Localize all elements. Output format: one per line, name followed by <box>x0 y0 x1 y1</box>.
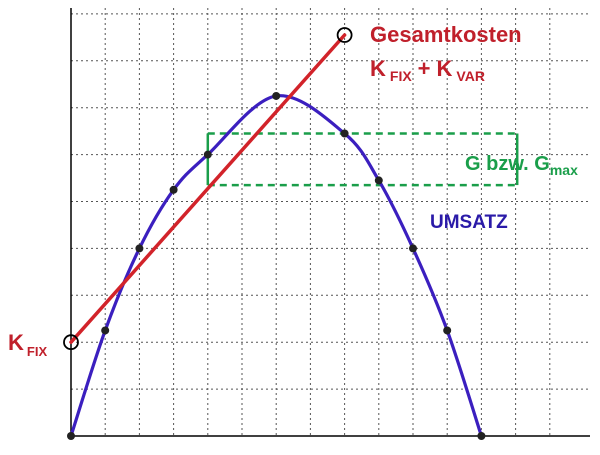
profit-label: G bzw. Gmax <box>465 153 578 178</box>
profit-box <box>206 132 519 187</box>
revenue-point <box>67 432 75 440</box>
revenue-point <box>135 244 144 253</box>
kfix-sub: FIX <box>27 344 48 359</box>
cost-title: Gesamtkosten <box>370 22 522 47</box>
axes <box>70 8 590 437</box>
revenue-point <box>272 91 281 100</box>
revenue-point <box>340 129 349 138</box>
revenue-point <box>203 150 212 159</box>
revenue-point <box>101 326 110 335</box>
revenue-point <box>409 244 417 253</box>
cost-k2: K <box>437 56 453 81</box>
cost-k1: K <box>370 56 386 81</box>
kfix-label: K FIX <box>8 330 47 359</box>
cost-sub-fix: FIX <box>390 68 412 84</box>
cost-formula: K FIX + K VAR <box>370 56 485 84</box>
profit-text: G bzw. G <box>465 153 550 175</box>
cost-sub-var: VAR <box>456 68 485 84</box>
kfix-k: K <box>8 330 24 355</box>
revenue-point <box>443 326 452 335</box>
cost-endpoint <box>336 27 353 43</box>
marker-layer <box>63 27 486 440</box>
cost-line <box>69 33 347 344</box>
revenue-point <box>477 432 486 440</box>
umsatz-label: UMSATZ <box>430 212 508 233</box>
cost-label: Gesamtkosten K FIX + K VAR <box>370 22 522 84</box>
cost-plus: + <box>418 56 431 81</box>
profit-sub: max <box>550 162 578 178</box>
revenue-point <box>169 185 178 194</box>
grid <box>71 8 590 436</box>
cost-endpoint <box>63 334 79 351</box>
revenue-point <box>374 176 383 185</box>
